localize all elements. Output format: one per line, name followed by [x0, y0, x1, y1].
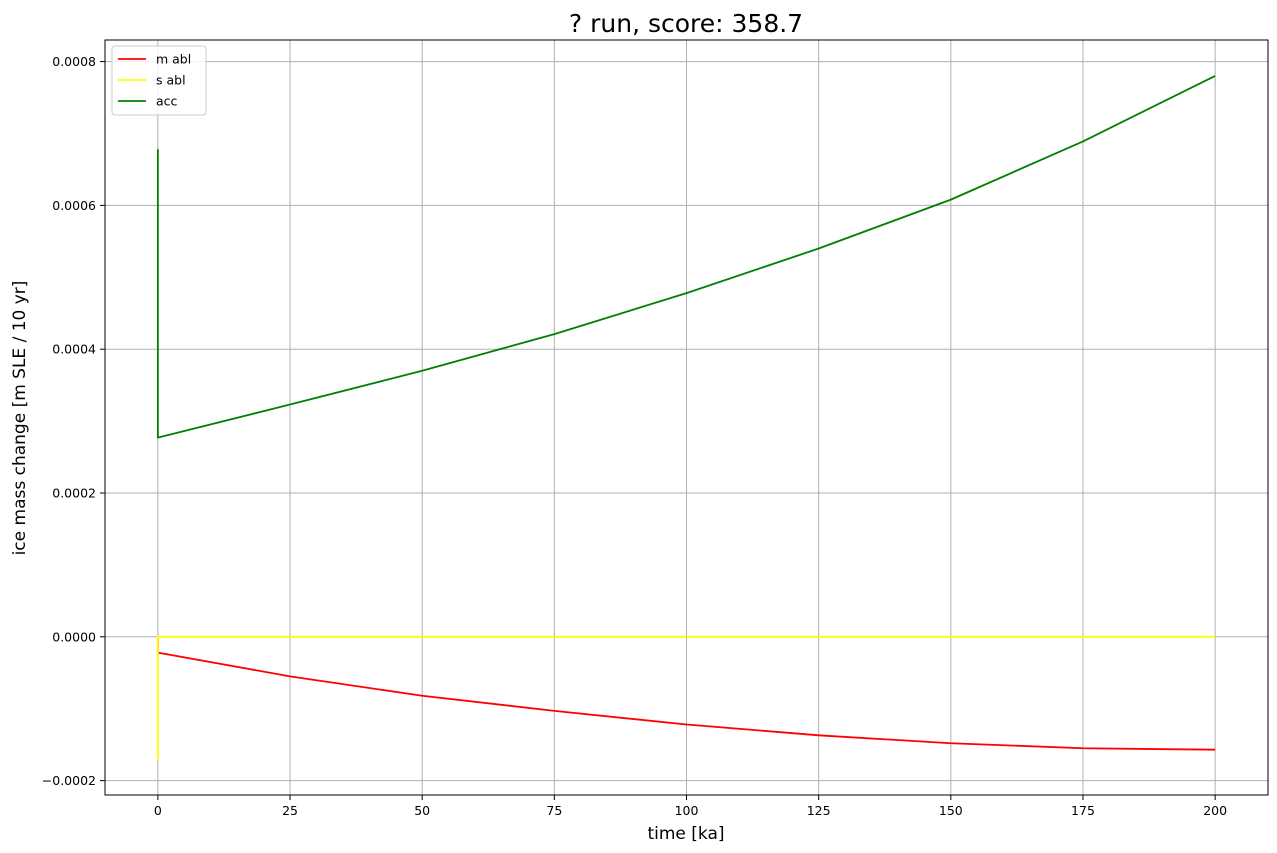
legend-label: s abl [156, 73, 186, 88]
y-tick-label: −0.0002 [42, 773, 96, 788]
legend-label: acc [156, 94, 178, 109]
x-tick-label: 200 [1203, 803, 1227, 818]
y-tick-label: 0.0006 [52, 198, 96, 213]
chart-title: ? run, score: 358.7 [569, 9, 803, 38]
y-tick-label: 0.0004 [52, 342, 96, 357]
y-tick-label: 0.0008 [52, 54, 96, 69]
y-axis-ticks: −0.0002 0.0000 0.0002 0.0004 0.0006 0.0008 [42, 54, 105, 788]
x-axis-ticks: 0 25 50 75 100 125 150 175 200 [154, 795, 1227, 818]
legend: m abl s abl acc [111, 45, 207, 116]
x-tick-label: 25 [282, 803, 298, 818]
x-tick-label: 75 [546, 803, 562, 818]
series-line-s-abl [156, 635, 1216, 761]
x-tick-label: 125 [807, 803, 831, 818]
y-axis-label: ice mass change [m SLE / 10 yr] [10, 281, 30, 556]
x-tick-label: 100 [675, 803, 699, 818]
y-tick-label: 0.0002 [52, 486, 96, 501]
series-line-m-abl [156, 636, 1216, 751]
x-tick-label: 150 [939, 803, 963, 818]
x-tick-label: 50 [414, 803, 430, 818]
plot-series [156, 75, 1216, 761]
legend-frame [111, 45, 207, 116]
series-line-acc [156, 75, 1216, 439]
y-tick-label: 0.0000 [52, 629, 96, 644]
x-axis-label: time [ka] [647, 824, 724, 844]
x-tick-label: 0 [154, 803, 162, 818]
x-tick-label: 175 [1071, 803, 1095, 818]
legend-label: m abl [156, 52, 191, 67]
